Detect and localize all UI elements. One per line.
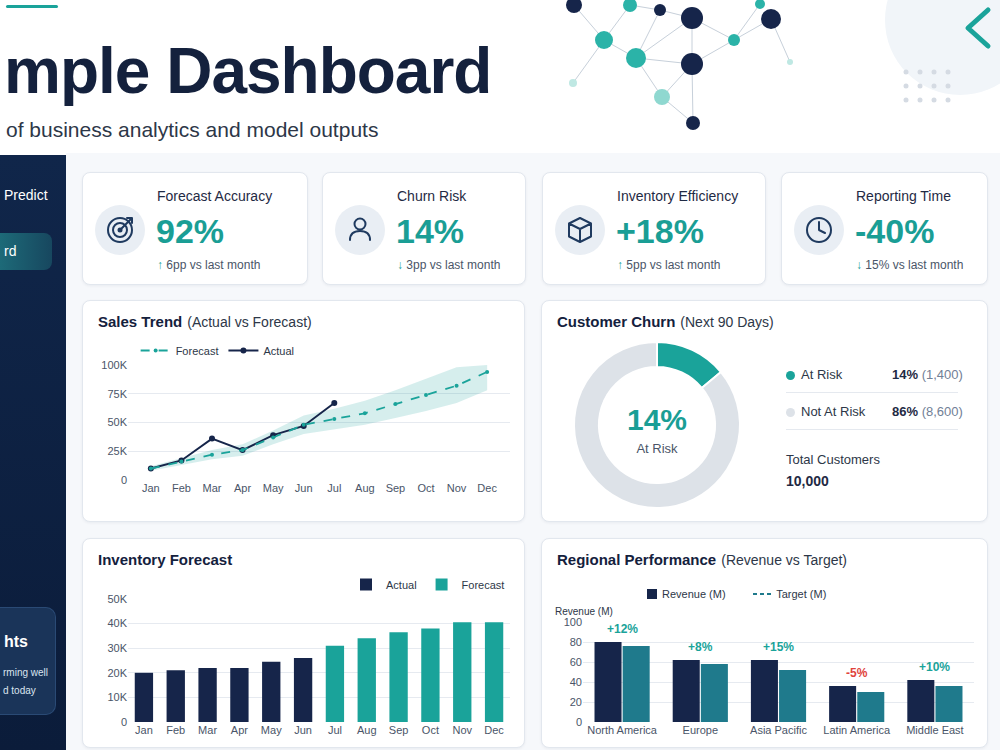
svg-text:Dec: Dec [477,482,497,494]
svg-text:Sep: Sep [386,482,406,494]
svg-text:Forecast: Forecast [176,345,219,357]
svg-text:Jun: Jun [294,724,312,736]
svg-text:100: 100 [564,616,582,628]
svg-text:May: May [261,724,282,736]
svg-text:10K: 10K [107,691,127,703]
html-text:d today: d today [3,685,36,696]
svg-text:Forecast: Forecast [462,579,505,591]
html-text:Sales Trend (Actual vs Forecas: Sales Trend (Actual vs Forecast) [98,313,312,330]
svg-text:0: 0 [121,474,127,486]
svg-text:0: 0 [121,716,127,728]
svg-text:Europe: Europe [683,724,718,736]
svg-text:+8%: +8% [688,640,713,654]
svg-text:Actual: Actual [263,345,294,357]
html-text:14%: 14% [627,403,687,436]
svg-text:60: 60 [570,656,582,668]
svg-text:+10%: +10% [919,660,950,674]
svg-text:Revenue (M): Revenue (M) [555,606,613,617]
svg-text:Actual: Actual [386,579,417,591]
svg-text:North America: North America [587,724,658,736]
html-text:Inventory Efficiency: Inventory Efficiency [617,188,739,204]
svg-text:Oct: Oct [417,482,434,494]
svg-text:0: 0 [576,716,582,728]
html-text:Inventory Forecast: Inventory Forecast [98,551,233,568]
html-text:Forecast Accuracy: Forecast Accuracy [157,188,273,204]
svg-text:75K: 75K [107,388,127,400]
svg-text:40K: 40K [107,617,127,629]
svg-text:Jan: Jan [142,482,160,494]
svg-text:Apr: Apr [231,724,248,736]
html-text:14% (1,400): 14% (1,400) [892,367,963,382]
html-text:Total Customers: Total Customers [786,452,880,467]
html-text:Regional Performance (Revenue: Regional Performance (Revenue vs Target) [557,551,847,568]
svg-text:Feb: Feb [166,724,185,736]
svg-text:40: 40 [570,676,582,688]
html-text:rming well: rming well [3,667,48,678]
svg-text:Sep: Sep [389,724,409,736]
html-text:Not At Risk: Not At Risk [801,404,866,419]
html-text:+18%: +18% [616,212,704,250]
svg-text:Apr: Apr [234,482,251,494]
html-text:Churn Risk: Churn Risk [397,188,467,204]
html-text:↓ 15% vs last month: ↓ 15% vs last month [856,258,964,272]
svg-text:Jun: Jun [295,482,313,494]
svg-text:30K: 30K [107,642,127,654]
html-text:↓ 3pp vs last month: ↓ 3pp vs last month [397,258,501,272]
html-text:hts: hts [4,633,28,650]
svg-text:Jul: Jul [327,482,341,494]
svg-text:Dec: Dec [484,724,504,736]
svg-text:20K: 20K [107,667,127,679]
html-text:At Risk: At Risk [636,441,678,456]
svg-text:Aug: Aug [357,724,377,736]
svg-text:Latin America: Latin America [823,724,891,736]
svg-text:Middle East: Middle East [906,724,963,736]
svg-text:25K: 25K [107,445,127,457]
html-text:Customer Churn (Next 90 Days): Customer Churn (Next 90 Days) [557,313,774,330]
svg-text:+12%: +12% [607,622,638,636]
svg-text:Jan: Jan [135,724,153,736]
svg-text:-5%: -5% [846,666,868,680]
svg-text:20: 20 [570,696,582,708]
svg-text:100K: 100K [101,359,127,371]
svg-text:50K: 50K [107,593,127,605]
svg-text:50K: 50K [107,416,127,428]
svg-text:Oct: Oct [422,724,439,736]
svg-text:Nov: Nov [452,724,472,736]
html-text:Predict: Predict [4,187,48,203]
html-text:mple Dashboard: mple Dashboard [4,35,492,107]
html-text:14%: 14% [396,212,465,250]
html-text:↑ 5pp vs last month: ↑ 5pp vs last month [617,258,721,272]
svg-text:Feb: Feb [172,482,191,494]
html-text:of business analytics and mode: of business analytics and model outputs [6,118,379,141]
html-text:10,000: 10,000 [786,473,829,489]
html-text:rd: rd [4,243,17,259]
svg-text:Jul: Jul [328,724,342,736]
svg-text:Aug: Aug [355,482,375,494]
svg-text:Mar: Mar [203,482,222,494]
svg-text:+15%: +15% [763,640,794,654]
html-text:At Risk: At Risk [801,367,843,382]
html-text:92%: 92% [156,212,225,250]
svg-text:Mar: Mar [198,724,217,736]
svg-text:Asia Pacific: Asia Pacific [750,724,807,736]
svg-text:80: 80 [570,636,582,648]
html-text:Target (M): Target (M) [776,588,827,600]
html-text:Revenue (M): Revenue (M) [662,588,726,600]
html-text:↑ 6pp vs last month: ↑ 6pp vs last month [157,258,261,272]
html-text:Reporting Time: Reporting Time [856,188,951,204]
svg-text:Nov: Nov [447,482,467,494]
svg-text:May: May [263,482,284,494]
html-text:-40%: -40% [855,212,935,250]
html-text:86% (8,600): 86% (8,600) [892,404,963,419]
